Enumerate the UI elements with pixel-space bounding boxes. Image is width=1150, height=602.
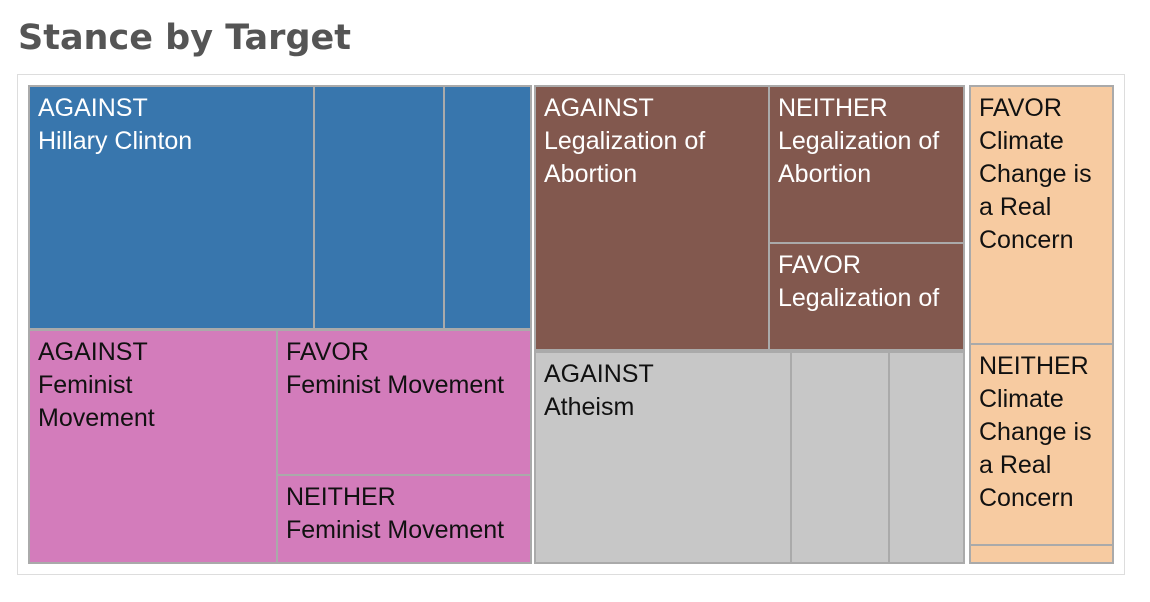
- treemap-tile[interactable]: FAVOR Climate Change is a Real Concern: [969, 85, 1114, 345]
- tile-label: a Real: [979, 193, 1051, 221]
- treemap-tile[interactable]: AGAINST Atheism: [534, 351, 792, 564]
- tile-label: Atheism: [544, 393, 634, 421]
- tile-rect[interactable]: [276, 329, 532, 476]
- treemap-tile[interactable]: AGAINST Legalization of Abortion: [534, 85, 770, 351]
- tile-label: Climate: [979, 385, 1064, 413]
- tile-label: Feminist Movement: [286, 371, 504, 399]
- tile-label: Climate: [979, 127, 1064, 155]
- tile-label: Movement: [38, 404, 155, 432]
- tile-label: FAVOR: [778, 251, 861, 279]
- tile-label: Concern: [979, 484, 1074, 512]
- tile-label: Feminist: [38, 371, 133, 399]
- tile-label: AGAINST: [544, 94, 654, 122]
- treemap-tile[interactable]: [313, 85, 445, 330]
- tile-rect[interactable]: [768, 242, 965, 351]
- tile-label: AGAINST: [38, 94, 148, 122]
- tile-label: AGAINST: [544, 360, 654, 388]
- tile-label: Feminist Movement: [286, 516, 504, 544]
- tile-rect[interactable]: [969, 544, 1114, 564]
- tile-rect[interactable]: [443, 85, 532, 330]
- tile-label: AGAINST: [38, 338, 148, 366]
- treemap-tile[interactable]: [790, 351, 890, 564]
- tile-rect[interactable]: [969, 343, 1114, 546]
- treemap-tile[interactable]: [443, 85, 532, 330]
- treemap-tile[interactable]: AGAINST Feminist Movement: [28, 329, 278, 564]
- tile-label: FAVOR: [979, 94, 1062, 122]
- tile-rect[interactable]: [888, 351, 965, 564]
- tile-rect[interactable]: [534, 351, 792, 564]
- treemap-tile[interactable]: [888, 351, 965, 564]
- tile-rect[interactable]: [313, 85, 445, 330]
- tile-label: Abortion: [778, 160, 871, 188]
- tile-rect[interactable]: [28, 85, 315, 330]
- tile-label: Abortion: [544, 160, 637, 188]
- tile-label: Legalization of: [544, 127, 705, 155]
- treemap-tile[interactable]: FAVOR Feminist Movement: [276, 329, 532, 476]
- tile-label: NEITHER: [778, 94, 888, 122]
- treemap-tile[interactable]: [969, 544, 1114, 564]
- tile-label: FAVOR: [286, 338, 369, 366]
- tile-label: a Real: [979, 451, 1051, 479]
- treemap-tile[interactable]: FAVOR Legalization of: [768, 242, 965, 351]
- tile-rect[interactable]: [969, 85, 1114, 345]
- tile-rect[interactable]: [276, 474, 532, 564]
- treemap-tile[interactable]: NEITHER Legalization of Abortion: [768, 85, 965, 244]
- tile-label: Legalization of: [778, 127, 939, 155]
- tile-label: Change is: [979, 418, 1092, 446]
- tile-label: NEITHER: [286, 483, 396, 511]
- tile-label: Hillary Clinton: [38, 127, 192, 155]
- tile-label: NEITHER: [979, 352, 1089, 380]
- tile-label: Legalization of: [778, 284, 939, 312]
- tile-label: Concern: [979, 226, 1074, 254]
- tile-label: Change is: [979, 160, 1092, 188]
- tile-rect[interactable]: [28, 329, 278, 564]
- treemap-tile[interactable]: AGAINST Hillary Clinton: [28, 85, 315, 330]
- chart-title: Stance by Target: [18, 18, 351, 58]
- treemap-tile[interactable]: NEITHER Feminist Movement: [276, 474, 532, 564]
- tile-rect[interactable]: [790, 351, 890, 564]
- tile-rect[interactable]: [534, 85, 770, 351]
- treemap-tile[interactable]: NEITHER Climate Change is a Real Concern: [969, 343, 1114, 546]
